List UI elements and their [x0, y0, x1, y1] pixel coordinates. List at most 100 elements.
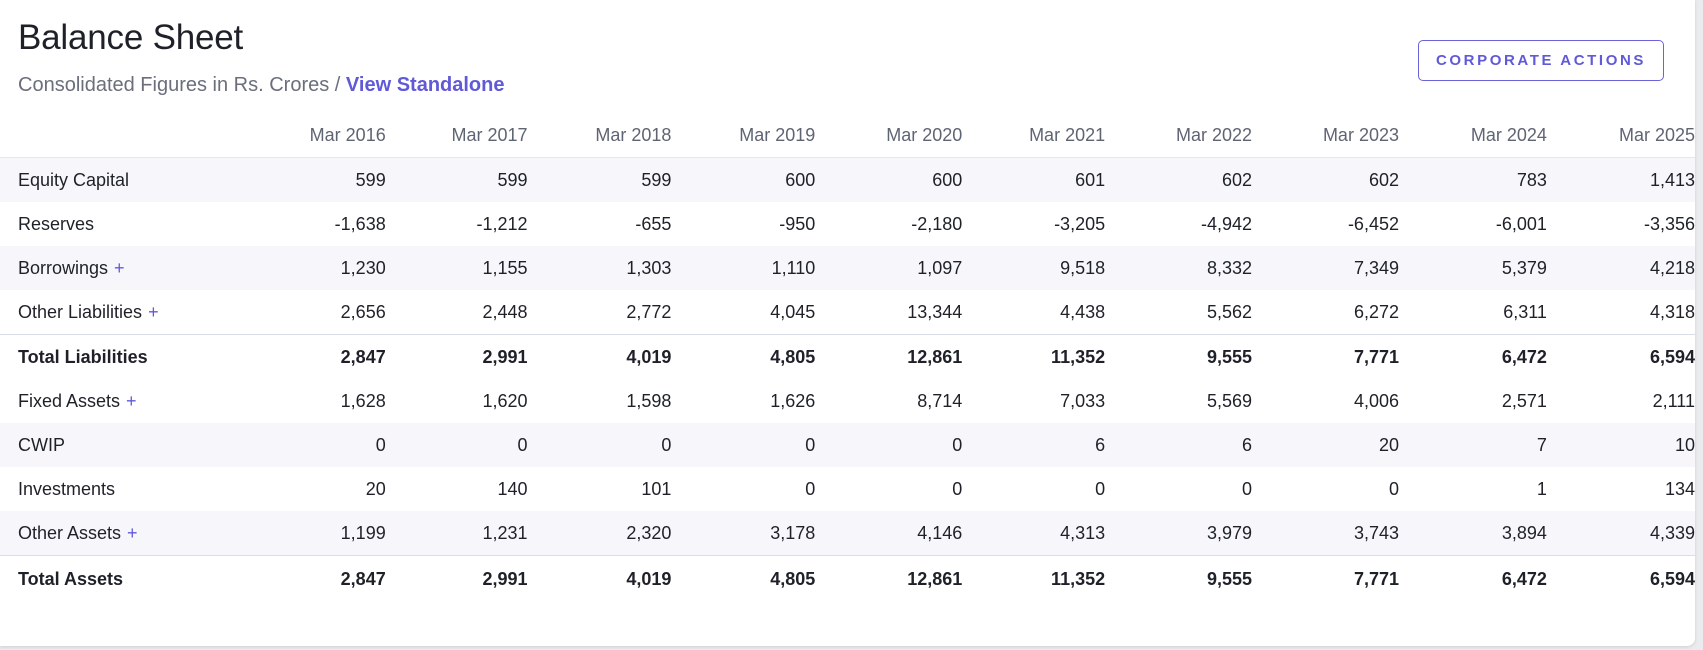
row-label-cell: Equity Capital [0, 157, 240, 202]
value-cell: 0 [962, 467, 1106, 511]
value-cell: 3,178 [671, 511, 816, 556]
value-cell: -655 [527, 202, 672, 246]
value-cell: 2,448 [385, 290, 528, 335]
value-cell: -4,942 [1105, 202, 1253, 246]
row-label-cell[interactable]: Fixed Assets + [0, 379, 240, 423]
row-label-cell: Total Liabilities [0, 334, 240, 379]
expand-plus-icon[interactable]: + [126, 390, 137, 411]
row-label: Investments [18, 478, 116, 499]
expand-plus-icon[interactable]: + [148, 301, 159, 322]
value-cell: 6,594 [1546, 555, 1695, 602]
value-cell: 0 [1252, 467, 1399, 511]
table-row: Investments 20 140 101 0 0 0 0 0 1 134 [0, 467, 1695, 511]
value-cell: 9,555 [1105, 334, 1253, 379]
value-cell: 1,097 [815, 246, 963, 290]
value-cell: 101 [527, 467, 672, 511]
value-cell: 4,218 [1546, 246, 1695, 290]
value-cell: 1,413 [1546, 157, 1695, 202]
value-cell: 0 [527, 423, 672, 467]
value-cell: 602 [1252, 157, 1399, 202]
value-cell: 2,111 [1546, 379, 1695, 423]
value-cell: 0 [671, 467, 816, 511]
value-cell: -2,180 [815, 202, 963, 246]
value-cell: 8,714 [815, 379, 963, 423]
value-cell: 2,320 [527, 511, 672, 556]
value-cell: 10 [1546, 423, 1695, 467]
value-cell: 7,033 [962, 379, 1106, 423]
table-row[interactable]: Other Liabilities +2,656 2,448 2,772 4,045 13… [0, 290, 1695, 335]
value-cell: 1,628 [239, 379, 386, 423]
page-title: Balance Sheet [18, 18, 244, 57]
value-cell: 7,771 [1252, 555, 1399, 602]
row-label: Reserves [18, 213, 95, 234]
value-cell: 599 [385, 157, 528, 202]
value-cell: 602 [1105, 157, 1253, 202]
value-cell: 0 [385, 423, 528, 467]
row-label-cell[interactable]: Other Assets + [0, 511, 240, 556]
column-header: Mar 2020 [815, 113, 963, 158]
row-label: Other Liabilities [18, 301, 143, 322]
value-cell: 599 [527, 157, 672, 202]
subtitle: Consolidated Figures in Rs. Crores / Vie… [18, 74, 505, 97]
value-cell: -3,356 [1546, 202, 1695, 246]
table-row[interactable]: Fixed Assets +1,628 1,620 1,598 1,626 8,714 7,… [0, 379, 1695, 423]
value-cell: 1 [1398, 467, 1547, 511]
value-cell: 11,352 [962, 555, 1106, 602]
view-standalone-link[interactable]: View Standalone [345, 74, 505, 96]
balance-sheet-table: Mar 2016 Mar 2017 Mar 2018 Mar 2019 Mar 2020… [0, 113, 1695, 602]
value-cell: 11,352 [962, 334, 1106, 379]
table-body: Equity Capital 599 599 599 600 600 601 602 602 78… [0, 157, 1695, 602]
value-cell: 8,332 [1105, 246, 1253, 290]
value-cell: 2,847 [239, 334, 386, 379]
value-cell: 7,349 [1252, 246, 1399, 290]
value-cell: 12,861 [815, 555, 963, 602]
value-cell: 4,146 [815, 511, 963, 556]
value-cell: 2,991 [385, 555, 528, 602]
row-label: Borrowings [18, 257, 109, 278]
value-cell: 4,045 [671, 290, 816, 335]
value-cell: 7 [1398, 423, 1547, 467]
row-label-cell: Investments [0, 467, 240, 511]
row-label-cell: Reserves [0, 202, 240, 246]
column-header: Mar 2017 [385, 113, 528, 158]
value-cell: 2,571 [1398, 379, 1547, 423]
value-cell: 4,339 [1546, 511, 1695, 556]
value-cell: 4,438 [962, 290, 1106, 335]
value-cell: 3,894 [1398, 511, 1547, 556]
value-cell: 1,626 [671, 379, 816, 423]
value-cell: 1,231 [385, 511, 528, 556]
value-cell: 3,743 [1252, 511, 1399, 556]
value-cell: -1,212 [385, 202, 528, 246]
value-cell: 4,805 [671, 555, 816, 602]
value-cell: -1,638 [239, 202, 386, 246]
value-cell: 0 [671, 423, 816, 467]
row-label-cell[interactable]: Other Liabilities + [0, 290, 240, 335]
column-header: Mar 2018 [527, 113, 672, 158]
value-cell: -3,205 [962, 202, 1106, 246]
column-header: Mar 2016 [239, 113, 386, 158]
value-cell: 5,379 [1398, 246, 1547, 290]
table-row[interactable]: Other Assets +1,199 1,231 2,320 3,178 4,146 4,… [0, 511, 1695, 556]
value-cell: 4,318 [1546, 290, 1695, 335]
value-cell: 1,199 [239, 511, 386, 556]
value-cell: 0 [815, 467, 963, 511]
column-header: Mar 2025 [1546, 113, 1695, 158]
table-total-row: Total Assets 2,847 2,991 4,019 4,805 12,861 11… [0, 555, 1695, 602]
row-label: Fixed Assets [18, 390, 121, 411]
row-label-cell[interactable]: Borrowings + [0, 246, 240, 290]
header-label-cell [0, 113, 240, 158]
value-cell: -950 [671, 202, 816, 246]
expand-plus-icon[interactable]: + [127, 522, 138, 543]
value-cell: 7,771 [1252, 334, 1399, 379]
value-cell: 2,772 [527, 290, 672, 335]
table-row[interactable]: Borrowings +1,230 1,155 1,303 1,110 1,097 9,51… [0, 246, 1695, 290]
corporate-actions-button[interactable]: CORPORATE ACTIONS [1418, 40, 1664, 81]
value-cell: -6,001 [1398, 202, 1547, 246]
value-cell: 6,472 [1398, 555, 1547, 602]
table-row: CWIP 0 0 0 0 0 6 6 20 7 10 [0, 423, 1695, 467]
expand-plus-icon[interactable]: + [114, 257, 125, 278]
value-cell: 1,110 [671, 246, 816, 290]
value-cell: 1,155 [385, 246, 528, 290]
value-cell: 20 [239, 467, 386, 511]
column-header: Mar 2024 [1398, 113, 1547, 158]
